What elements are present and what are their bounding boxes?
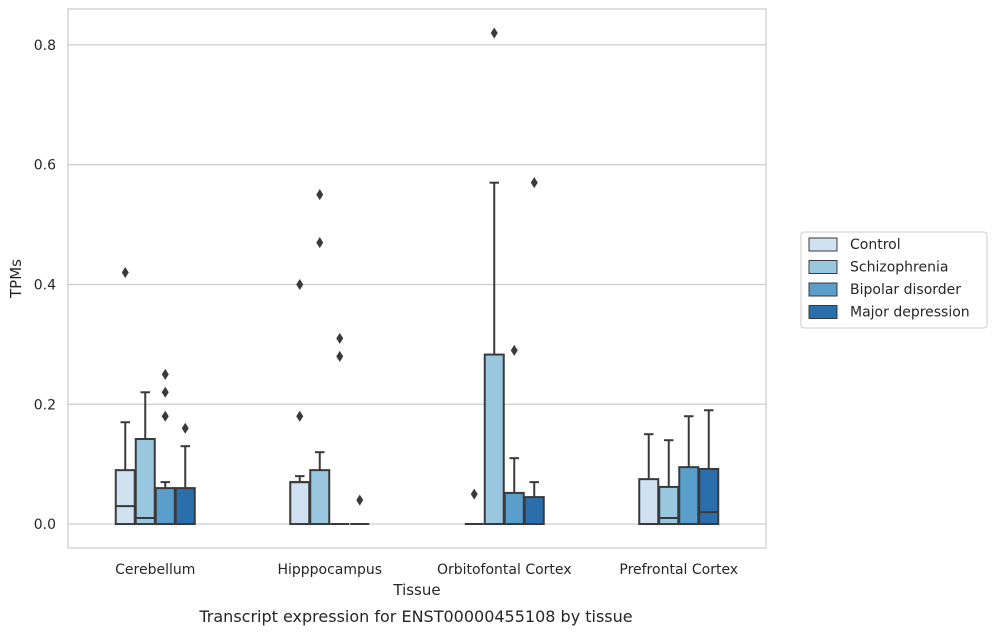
box-bipolar-disorder-orbitofontal-cortex: [503, 344, 525, 526]
legend-label: Control: [850, 237, 901, 253]
x-axis-label: Tissue: [392, 581, 440, 599]
box-body: [134, 438, 156, 526]
outlier-point: [336, 350, 344, 362]
y-tick-label: 0.4: [34, 277, 56, 293]
outlier-point: [121, 267, 129, 279]
outlier-point: [510, 344, 518, 356]
box-plot-area: [114, 27, 720, 526]
outlier-point: [490, 27, 498, 39]
box-control-hipppocampus: [289, 278, 311, 526]
legend-label: Schizophrenia: [850, 260, 948, 276]
box-control-cerebellum: [114, 267, 136, 526]
y-axis-label: TPMs: [7, 259, 25, 299]
box-schizophrenia-prefrontal-cortex: [658, 439, 680, 526]
box-body: [638, 478, 660, 526]
box-body: [483, 353, 505, 526]
y-tick-label: 0.6: [34, 158, 56, 174]
legend-swatch: [808, 305, 838, 319]
legend-frame: [800, 231, 988, 329]
box-control-prefrontal-cortex: [638, 433, 660, 526]
plot-frame: [67, 8, 767, 549]
legend-label: Bipolar disorder: [850, 282, 961, 298]
box-control-orbitofontal-cortex: [464, 488, 484, 526]
box-body: [114, 469, 136, 526]
box-major-depression-cerebellum: [174, 422, 196, 526]
box-schizophrenia-orbitofontal-cortex: [483, 27, 505, 526]
outlier-point: [336, 332, 344, 344]
box-body: [154, 487, 176, 526]
x-axis-ticks: Cerebellum Hipppocampus Orbitofontal Corte…: [115, 562, 738, 578]
outlier-point: [161, 386, 169, 398]
box-body: [309, 469, 331, 526]
outlier-point: [181, 422, 189, 434]
box-body: [503, 491, 525, 526]
legend: Control Schizophrenia Bipolar disorder Majo…: [800, 231, 988, 329]
box-bipolar-disorder-hipppocampus: [330, 332, 350, 526]
box-major-depression-hipppocampus: [350, 494, 370, 526]
box-schizophrenia-hipppocampus: [309, 189, 331, 526]
chart-caption: Transcript expression for ENST0000045510…: [198, 607, 632, 626]
box-body: [678, 466, 700, 526]
box-body: [698, 467, 720, 526]
legend-swatch: [808, 260, 838, 274]
y-tick-label: 0.2: [34, 397, 56, 413]
box-major-depression-orbitofontal-cortex: [523, 177, 545, 526]
legend-swatch: [808, 282, 838, 297]
x-tick-label: Orbitofontal Cortex: [437, 562, 572, 578]
x-tick-label: Prefrontal Cortex: [619, 562, 738, 578]
box-body: [174, 487, 196, 526]
box-bipolar-disorder-prefrontal-cortex: [678, 415, 700, 526]
y-tick-label: 0.8: [34, 38, 56, 54]
outlier-point: [470, 488, 478, 500]
outlier-point: [296, 278, 304, 290]
box-schizophrenia-cerebellum: [134, 391, 156, 526]
grid-lines: [68, 44, 766, 525]
outlier-point: [161, 410, 169, 422]
box-body: [523, 496, 545, 526]
y-tick-label: 0.0: [34, 517, 56, 533]
legend-label: Major depression: [850, 305, 970, 321]
box-body: [289, 481, 311, 526]
outlier-point: [296, 410, 304, 422]
outlier-point: [356, 494, 364, 506]
y-axis-ticks: 0.0 0.2 0.4 0.6 0.8: [34, 38, 56, 533]
outlier-point: [161, 368, 169, 380]
legend-swatch: [808, 237, 838, 252]
x-tick-label: Cerebellum: [115, 562, 195, 578]
x-tick-label: Hipppocampus: [277, 562, 382, 578]
box-major-depression-prefrontal-cortex: [698, 409, 720, 526]
outlier-point: [530, 177, 538, 189]
outlier-point: [316, 189, 324, 201]
outlier-point: [316, 237, 324, 249]
box-bipolar-disorder-cerebellum: [154, 368, 176, 526]
